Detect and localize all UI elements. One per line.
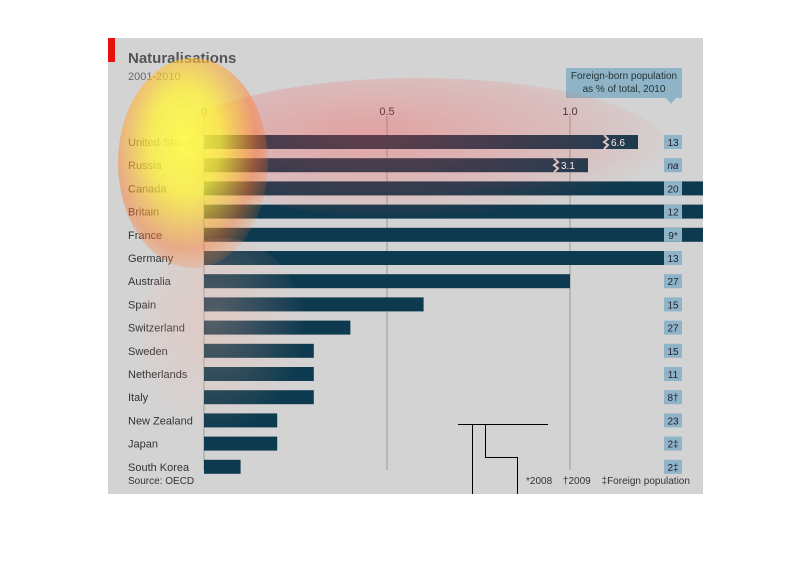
bar — [204, 181, 703, 196]
foreign-born-value: 15 — [667, 300, 679, 311]
axis-break-mark — [602, 134, 610, 150]
footnote-2009: †2009 — [562, 476, 591, 487]
foreign-born-box — [664, 227, 682, 242]
category-label: Sweden — [128, 346, 168, 358]
foreign-born-value: 2‡ — [667, 440, 678, 451]
category-label: Canada — [128, 183, 167, 195]
foreign-born-value: 2‡ — [667, 463, 678, 474]
category-label: United States — [128, 137, 195, 149]
footnotes: *2008 †2009 ‡Foreign population — [526, 476, 698, 487]
foreign-born-header: Foreign-born population as % of total, 2… — [566, 68, 682, 98]
foreign-born-box — [664, 274, 682, 289]
bar — [204, 367, 314, 381]
foreign-born-value: 27 — [667, 277, 679, 288]
foreign-born-header-line2: as % of total, 2010 — [582, 84, 666, 95]
bar — [204, 204, 703, 219]
foreign-born-box — [664, 459, 682, 474]
foreign-born-box — [664, 181, 682, 196]
x-tick-label: 1.0 — [562, 106, 577, 118]
foreign-born-value: 13 — [667, 254, 679, 265]
foreign-born-value: 15 — [667, 347, 679, 358]
foreign-born-box — [664, 297, 682, 312]
foreign-born-value: na — [667, 161, 679, 172]
foreign-born-box — [664, 413, 682, 428]
category-label: Australia — [128, 276, 172, 288]
bar — [204, 297, 424, 312]
category-label: France — [128, 230, 162, 242]
foreign-born-value: 13 — [667, 138, 679, 149]
x-tick-label: 0 — [201, 106, 207, 118]
foreign-born-box — [664, 204, 682, 219]
category-label: Japan — [128, 439, 158, 451]
foreign-born-box — [664, 390, 682, 405]
foreign-born-value: 11 — [668, 370, 679, 381]
chart-figure: Naturalisations 2001-2010 Foreign-born p… — [108, 38, 703, 494]
foreign-born-box — [664, 367, 682, 381]
foreign-born-value: 27 — [667, 324, 679, 335]
foreign-born-box — [664, 135, 682, 149]
foreign-born-box — [664, 320, 682, 335]
x-tick-label: 0.5 — [379, 106, 394, 118]
bar — [204, 158, 588, 173]
axis-break-mark — [552, 157, 560, 173]
category-label: Russia — [128, 160, 163, 172]
bar — [204, 413, 278, 428]
annotation-line-v2 — [485, 424, 486, 458]
foreign-born-box — [664, 251, 682, 265]
foreign-born-box — [664, 158, 682, 173]
category-label: Netherlands — [128, 369, 188, 381]
bar — [204, 320, 351, 335]
foreign-born-value: 12 — [667, 208, 679, 219]
annotation-line-h1 — [458, 424, 548, 425]
bar-value-label: 3.1 — [561, 161, 575, 172]
bar — [204, 135, 638, 149]
foreign-born-box — [664, 436, 682, 451]
category-label: Britain — [128, 207, 159, 219]
bar — [204, 343, 314, 358]
foreign-born-value: 23 — [667, 416, 679, 427]
foreign-born-value: 20 — [667, 184, 679, 195]
foreign-born-value: 9* — [668, 231, 678, 242]
category-label: Italy — [128, 392, 149, 404]
annotation-line-v3 — [517, 457, 518, 494]
foreign-born-header-line1: Foreign-born population — [570, 71, 678, 82]
annotation-line-v1 — [472, 424, 473, 494]
footnote-foreign-population: ‡Foreign population — [601, 476, 690, 487]
category-label: Germany — [128, 253, 174, 265]
foreign-born-value: 8† — [667, 393, 678, 404]
brand-tab — [108, 38, 115, 62]
foreign-born-box — [664, 343, 682, 358]
footnote-2008: *2008 — [526, 476, 553, 487]
foreign-born-header-pointer — [666, 98, 676, 104]
category-label: South Korea — [128, 462, 190, 474]
bar — [204, 459, 241, 474]
bar-value-label: 6.6 — [611, 138, 625, 149]
bar — [204, 436, 278, 451]
bar — [204, 227, 703, 242]
category-label: Switzerland — [128, 323, 185, 335]
bar — [204, 274, 570, 289]
category-label: New Zealand — [128, 415, 193, 427]
category-label: Spain — [128, 299, 156, 311]
source-note: Source: OECD — [128, 476, 195, 487]
annotation-line-h2 — [485, 457, 517, 458]
bar — [204, 251, 680, 265]
bar — [204, 390, 314, 405]
